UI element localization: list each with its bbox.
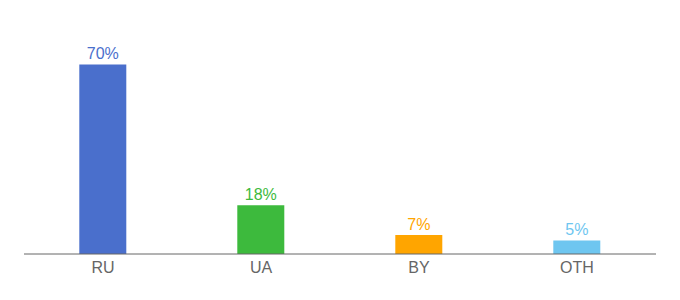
- svg-text:OTH: OTH: [560, 259, 594, 276]
- svg-text:BY: BY: [408, 259, 430, 276]
- svg-text:UA: UA: [250, 259, 273, 276]
- svg-text:70%: 70%: [87, 45, 119, 62]
- svg-text:18%: 18%: [245, 186, 277, 203]
- svg-text:5%: 5%: [565, 221, 588, 238]
- svg-text:7%: 7%: [407, 216, 430, 233]
- svg-text:RU: RU: [91, 259, 114, 276]
